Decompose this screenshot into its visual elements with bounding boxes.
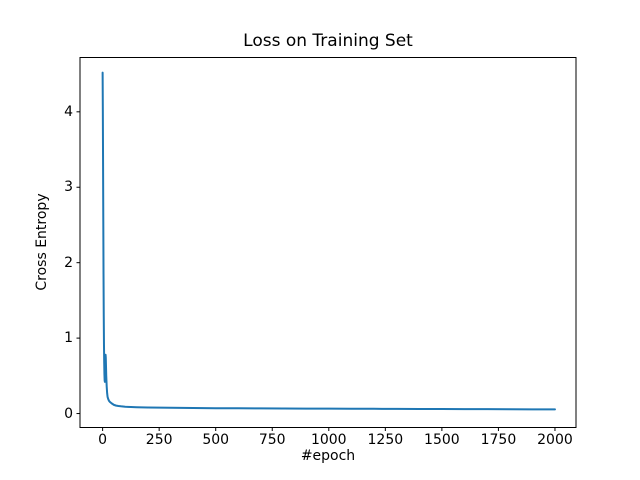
y-tick-label: 2 — [64, 254, 73, 271]
x-tick-label: 1750 — [480, 432, 517, 448]
x-tick-label: 1500 — [424, 432, 460, 448]
x-tick-label: 250 — [145, 432, 173, 448]
x-axis-label: #epoch — [300, 448, 356, 464]
x-tick-label: 750 — [258, 432, 286, 448]
y-tick-label: 1 — [64, 330, 73, 347]
x-tick-label: 2000 — [537, 432, 573, 448]
axes-spines — [79, 57, 577, 428]
chart-title: Loss on Training Set — [243, 31, 413, 51]
y-axis-label: Cross Entropy — [34, 193, 50, 291]
y-tick-label: 3 — [64, 179, 73, 196]
loss-curve — [101, 71, 556, 411]
y-tick-label: 4 — [64, 103, 73, 120]
x-tick-label: 1250 — [367, 432, 404, 448]
x-tick-label: 500 — [202, 432, 230, 448]
y-tick-label: 0 — [64, 405, 73, 422]
x-tick-label: 0 — [98, 432, 108, 448]
x-tick-label: 1000 — [310, 432, 347, 448]
